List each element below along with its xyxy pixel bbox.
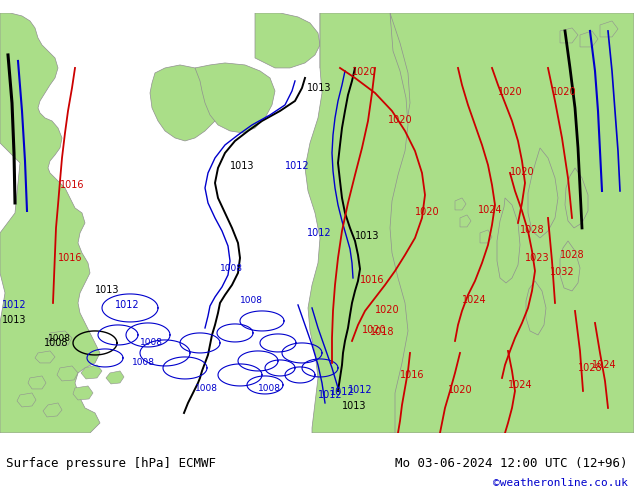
Text: 1028: 1028: [520, 225, 545, 235]
Text: 1028: 1028: [578, 363, 603, 373]
Text: Surface pressure [hPa] ECMWF: Surface pressure [hPa] ECMWF: [6, 457, 216, 470]
Polygon shape: [460, 215, 471, 227]
Text: 1016: 1016: [360, 275, 384, 285]
Polygon shape: [560, 28, 578, 43]
Text: 1032: 1032: [550, 267, 574, 277]
Text: 1012: 1012: [285, 161, 309, 171]
Text: 1013: 1013: [307, 83, 332, 93]
Text: 1024: 1024: [462, 295, 487, 305]
Text: 1013: 1013: [2, 315, 27, 325]
Text: 1020: 1020: [552, 87, 577, 97]
Polygon shape: [35, 351, 55, 363]
Text: 1013: 1013: [230, 161, 254, 171]
Text: 1020: 1020: [352, 67, 377, 77]
Polygon shape: [28, 376, 46, 389]
Text: 1023: 1023: [525, 253, 550, 263]
Polygon shape: [57, 366, 78, 381]
Text: 1020: 1020: [448, 385, 472, 395]
Polygon shape: [565, 168, 588, 228]
Text: Mo 03-06-2024 12:00 UTC (12+96): Mo 03-06-2024 12:00 UTC (12+96): [395, 457, 628, 470]
Polygon shape: [528, 148, 558, 238]
Text: 1008: 1008: [48, 334, 71, 343]
Text: 1008: 1008: [140, 338, 163, 347]
Text: 1008: 1008: [258, 384, 281, 393]
Text: 1008: 1008: [195, 384, 218, 393]
Text: 1028: 1028: [560, 250, 585, 260]
Text: 1008: 1008: [240, 296, 263, 305]
Polygon shape: [580, 31, 598, 47]
Text: 1012: 1012: [330, 387, 354, 397]
Text: 1020: 1020: [415, 207, 439, 217]
Text: 1012: 1012: [318, 390, 342, 400]
Text: 1012: 1012: [2, 300, 27, 310]
Polygon shape: [390, 13, 634, 433]
Text: 1008: 1008: [132, 358, 155, 367]
Text: 1024: 1024: [592, 360, 617, 370]
Polygon shape: [0, 13, 100, 433]
Text: 1012: 1012: [348, 385, 373, 395]
Polygon shape: [320, 13, 390, 75]
Text: 1016: 1016: [400, 370, 425, 380]
Text: 1020: 1020: [375, 305, 399, 315]
Polygon shape: [600, 21, 618, 37]
Text: 1016: 1016: [58, 253, 82, 263]
Polygon shape: [150, 65, 225, 141]
Polygon shape: [526, 281, 546, 335]
Polygon shape: [480, 230, 492, 243]
Polygon shape: [455, 198, 466, 210]
Polygon shape: [380, 13, 634, 433]
Text: 1018: 1018: [370, 327, 394, 337]
Polygon shape: [73, 386, 93, 400]
Polygon shape: [255, 13, 320, 68]
Polygon shape: [497, 198, 520, 283]
Text: 1020: 1020: [498, 87, 522, 97]
Text: 1008: 1008: [44, 338, 68, 348]
Polygon shape: [17, 393, 36, 407]
Text: 1013: 1013: [95, 285, 119, 295]
Polygon shape: [305, 13, 408, 433]
Text: 1020: 1020: [510, 167, 534, 177]
Text: 1016: 1016: [60, 180, 84, 190]
Polygon shape: [560, 241, 580, 291]
Text: 1020: 1020: [362, 325, 387, 335]
Text: 1008: 1008: [220, 264, 243, 273]
Text: 1013: 1013: [342, 401, 366, 411]
Text: 1020: 1020: [388, 115, 413, 125]
Text: 1013: 1013: [355, 231, 380, 241]
Text: ©weatheronline.co.uk: ©weatheronline.co.uk: [493, 478, 628, 489]
Polygon shape: [43, 403, 62, 417]
Polygon shape: [48, 331, 72, 346]
Polygon shape: [81, 365, 102, 379]
Polygon shape: [106, 371, 124, 384]
Text: 1012: 1012: [115, 300, 139, 310]
Polygon shape: [195, 63, 275, 133]
Text: 1012: 1012: [307, 228, 332, 238]
Text: 1024: 1024: [508, 380, 533, 390]
Text: 1024: 1024: [478, 205, 503, 215]
